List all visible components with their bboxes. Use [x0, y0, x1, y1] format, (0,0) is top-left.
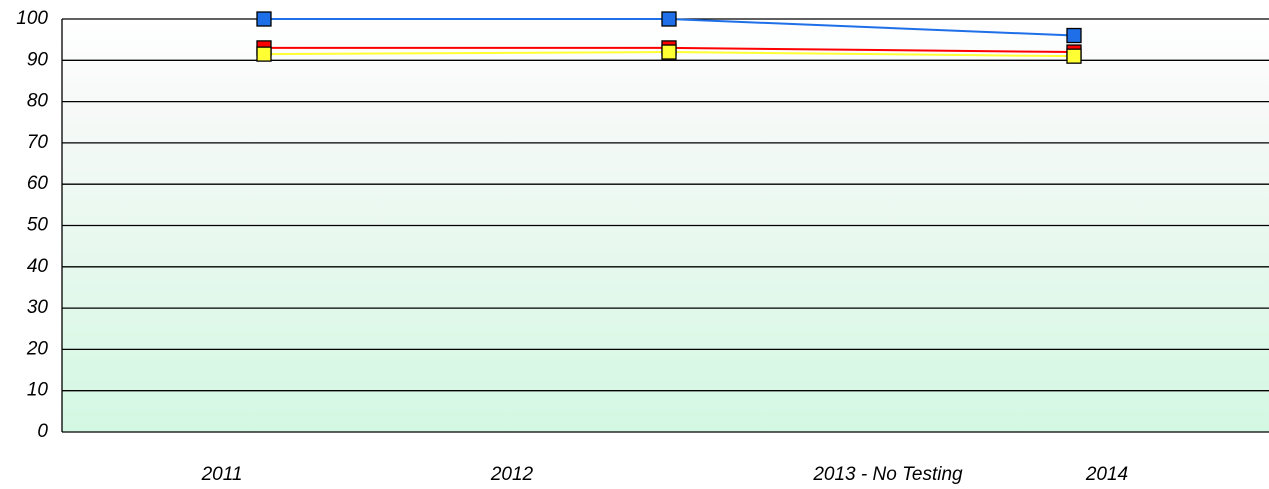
y-tick-label: 40 [27, 256, 49, 277]
y-tick-label: 80 [27, 91, 49, 112]
point-marker [661, 44, 677, 60]
point-marker [256, 46, 272, 62]
point-marker [256, 11, 272, 27]
point-marker [1066, 27, 1082, 44]
x-tick-label: 2014 [1085, 464, 1128, 485]
x-tick-label: 2013 - No Testing [812, 464, 963, 485]
y-tick-label: 60 [27, 173, 49, 194]
y-tick-label: 70 [27, 132, 49, 153]
y-tick-label: 20 [26, 338, 49, 359]
x-tick-label: 2011 [201, 464, 243, 485]
point-marker [661, 11, 677, 27]
y-tick-label: 50 [27, 215, 49, 236]
x-tick-label: 2012 [490, 464, 534, 485]
y-tick-label: 10 [27, 380, 49, 401]
y-tick-label: 100 [16, 8, 48, 29]
point-marker [1066, 48, 1082, 64]
y-tick-label: 0 [37, 421, 48, 442]
y-tick-label: 30 [27, 297, 49, 318]
y-tick-label: 90 [27, 49, 49, 70]
